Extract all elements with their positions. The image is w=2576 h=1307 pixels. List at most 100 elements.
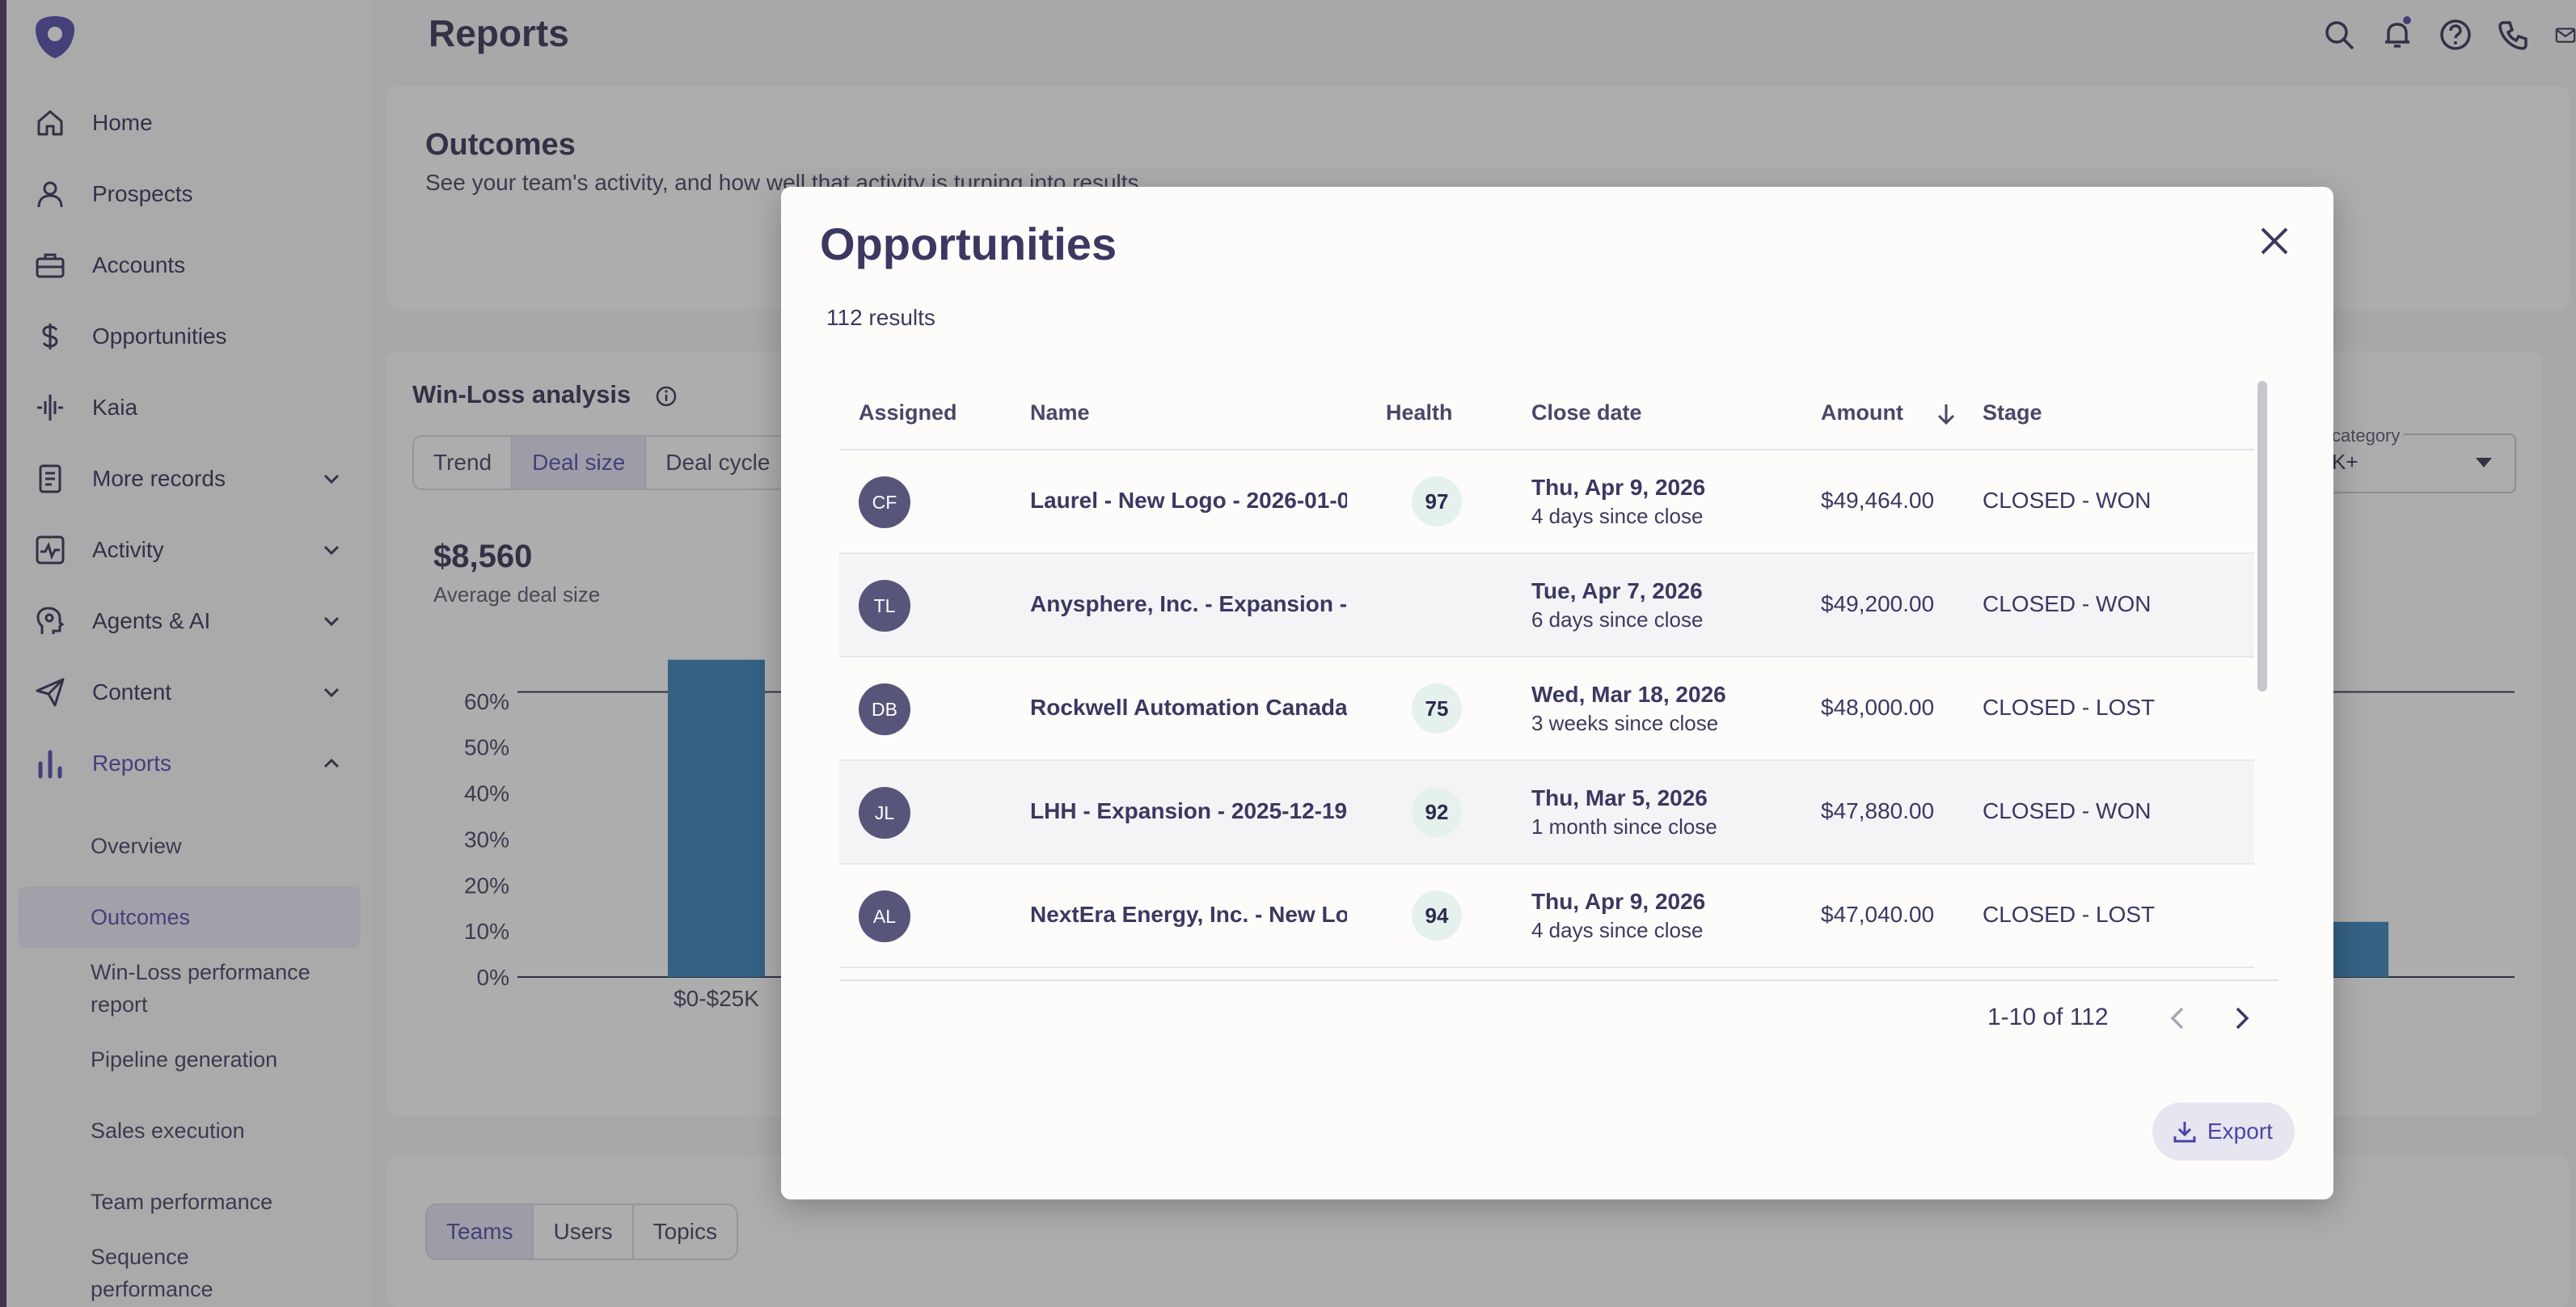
reports-sub-sequence-line2[interactable]: performance [91, 1277, 213, 1301]
sort-descending-icon[interactable] [1936, 402, 1957, 426]
sidebar-item-home[interactable]: Home [24, 94, 356, 152]
phone-icon[interactable] [2497, 18, 2531, 52]
opportunity-name-link[interactable]: Anysphere, Inc. - Expansion - 2 [1030, 591, 1347, 616]
info-icon[interactable] [655, 385, 678, 408]
search-icon[interactable] [2322, 18, 2356, 52]
sidebar-item-agents-ai[interactable]: Agents & AI [24, 592, 356, 650]
reports-sub-win-loss-line2[interactable]: report [91, 992, 148, 1017]
sidebar-item-reports[interactable]: Reports [24, 734, 356, 793]
category-select-label: category [2329, 425, 2404, 446]
sidebar-item-more-records[interactable]: More records [24, 450, 356, 508]
column-header-assigned[interactable]: Assigned [859, 400, 957, 425]
amount: $47,880.00 [1821, 798, 1935, 823]
tab-deal-size[interactable]: Deal size [513, 437, 647, 489]
days-since-close: 6 days since close [1531, 607, 1704, 632]
column-header-close-date[interactable]: Close date [1531, 400, 1642, 425]
pagination-range: 1-10 of 112 [1987, 1004, 2109, 1030]
reports-sub-win-loss-line1[interactable]: Win-Loss performance [91, 960, 310, 984]
health-score-badge: 97 [1412, 476, 1462, 527]
reports-sub-overview[interactable]: Overview [91, 834, 182, 858]
sidebar-item-accounts[interactable]: Accounts [24, 236, 356, 294]
tab-topics[interactable]: Topics [652, 1219, 717, 1244]
category-select-value: K+ [2332, 450, 2359, 474]
average-deal-size-label: Average deal size [433, 582, 601, 607]
avatar: TL [859, 580, 910, 632]
tab-teams[interactable]: Teams [427, 1205, 534, 1258]
dollar-icon [31, 317, 70, 356]
reports-sub-outcomes[interactable]: Outcomes [91, 905, 191, 929]
opportunity-name-link[interactable]: LHH - Expansion - 2025-12-19: [1030, 798, 1347, 823]
stage: CLOSED - LOST [1983, 695, 2156, 720]
download-icon [2173, 1122, 2196, 1143]
reports-sub-sequence-line1[interactable]: Sequence [91, 1245, 189, 1269]
y-tick-label: 60% [464, 689, 509, 714]
close-date: Thu, Apr 9, 2026 [1531, 475, 1706, 500]
sidebar-item-label: Activity [92, 537, 164, 562]
help-icon[interactable] [2439, 18, 2473, 52]
agent-icon [31, 602, 70, 641]
stage: CLOSED - WON [1983, 798, 2152, 823]
table-row[interactable]: DB Rockwell Automation Canada I 75 Wed, … [839, 658, 2254, 761]
close-icon[interactable] [2256, 222, 2293, 260]
mail-icon[interactable] [2555, 18, 2576, 52]
tab-trend[interactable]: Trend [414, 437, 513, 489]
y-tick-label: 30% [464, 827, 509, 852]
win-loss-tabs: Trend Deal size Deal cycle [412, 435, 792, 490]
close-date: Thu, Mar 5, 2026 [1531, 785, 1708, 810]
table-row[interactable]: JL LHH - Expansion - 2025-12-19: 92 Thu,… [839, 761, 2254, 865]
chevron-right-icon[interactable] [2225, 1002, 2257, 1034]
table-row[interactable]: TL Anysphere, Inc. - Expansion - 2 Tue, … [839, 554, 2254, 658]
amount: $49,200.00 [1821, 591, 1935, 616]
sidebar-item-label: Accounts [92, 252, 186, 277]
days-since-close: 4 days since close [1531, 504, 1704, 528]
sidebar-item-opportunities[interactable]: Opportunities [24, 307, 356, 366]
sidebar-item-label: Content [92, 679, 172, 704]
average-deal-size-value: $8,560 [433, 539, 533, 574]
sidebar-item-kaia[interactable]: Kaia [24, 379, 356, 437]
close-date: Thu, Apr 9, 2026 [1531, 889, 1706, 914]
reports-sub-team-performance[interactable]: Team performance [91, 1190, 273, 1214]
opportunity-name-link[interactable]: Laurel - New Logo - 2026-01-05 [1030, 488, 1347, 513]
outcomes-title: Outcomes [425, 128, 576, 162]
export-button[interactable]: Export [2152, 1102, 2295, 1161]
tab-users[interactable]: Users [534, 1205, 634, 1258]
send-icon [31, 673, 70, 712]
sidebar-item-label: Home [92, 110, 153, 135]
sidebar-item-prospects[interactable]: Prospects [24, 165, 356, 223]
sidebar-item-activity[interactable]: Activity [24, 521, 356, 579]
chart-bar [668, 659, 765, 977]
x-tick-label: $0-$25K [674, 986, 759, 1011]
column-header-stage[interactable]: Stage [1983, 400, 2042, 425]
stage: CLOSED - LOST [1983, 902, 2156, 927]
reports-sub-sales-execution[interactable]: Sales execution [91, 1119, 245, 1143]
reports-sub-pipeline-generation[interactable]: Pipeline generation [91, 1047, 278, 1072]
days-since-close: 3 weeks since close [1531, 711, 1719, 735]
export-button-label: Export [2207, 1119, 2273, 1144]
table-scrollbar-thumb[interactable] [2257, 381, 2267, 692]
sidebar-item-content[interactable]: Content [24, 663, 356, 721]
y-tick-label: 10% [464, 919, 509, 944]
table-row[interactable]: CF Laurel - New Logo - 2026-01-05 97 Thu… [839, 450, 2254, 554]
health-score-badge: 75 [1412, 683, 1462, 734]
column-header-name[interactable]: Name [1030, 400, 1090, 425]
column-header-health[interactable]: Health [1386, 400, 1453, 425]
amount: $47,040.00 [1821, 902, 1935, 927]
waveform-icon [31, 388, 70, 427]
chevron-down-icon [323, 616, 340, 627]
opportunity-name-link[interactable]: NextEra Energy, Inc. - New Log [1030, 902, 1347, 927]
table-row[interactable]: AL NextEra Energy, Inc. - New Log 94 Thu… [839, 865, 2254, 968]
results-count: 112 results [826, 305, 935, 330]
person-icon [31, 175, 70, 214]
column-header-amount[interactable]: Amount [1821, 400, 1903, 425]
chevron-left-icon[interactable] [2162, 1002, 2194, 1034]
avatar: JL [859, 787, 910, 839]
app-logo-icon[interactable] [31, 13, 79, 61]
table-header: Assigned Name Health Close date Amount S… [839, 376, 2254, 450]
opportunity-name-link[interactable]: Rockwell Automation Canada I [1030, 695, 1347, 720]
tab-deal-cycle[interactable]: Deal cycle [665, 450, 771, 475]
notifications-button[interactable] [2380, 15, 2414, 52]
sidebar-item-label: More records [92, 466, 226, 491]
close-date: Tue, Apr 7, 2026 [1531, 578, 1703, 603]
stage: CLOSED - WON [1983, 591, 2152, 616]
breakdown-tabs: Teams Users Topics [425, 1203, 738, 1260]
